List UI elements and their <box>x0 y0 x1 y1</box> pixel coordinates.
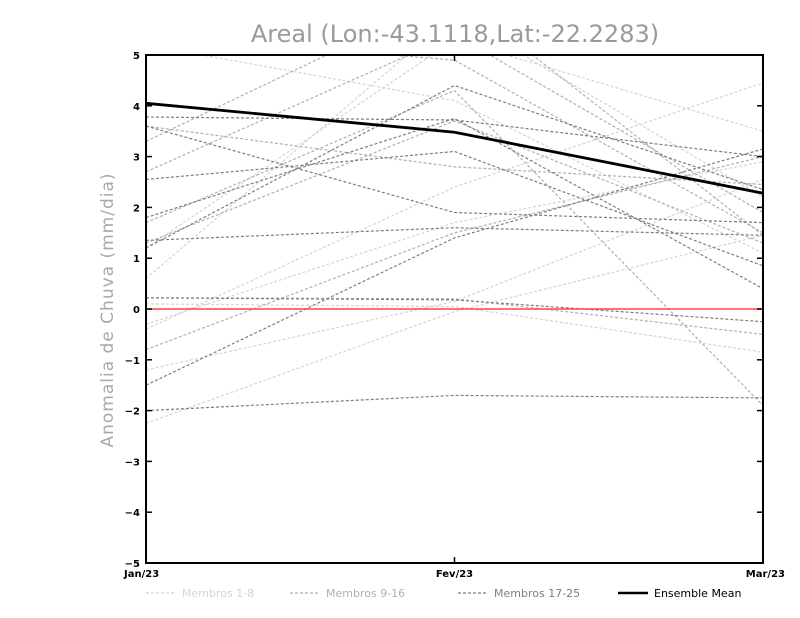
x-tick-label: Fev/23 <box>436 569 473 580</box>
legend: Membros 1-8 Membros 9-16 Membros 17-25 Ense… <box>146 587 741 600</box>
member-series-4 <box>146 82 763 330</box>
y-tick-label: −5 <box>125 559 140 570</box>
y-axis-ticks: 5 4 3 2 1 0 −1 −2 −3 −4 −5 <box>125 51 763 570</box>
member-series-9 <box>146 55 763 214</box>
member-series-15 <box>385 55 763 234</box>
ensemble-mean-layer <box>146 101 763 195</box>
member-series-18 <box>146 227 763 241</box>
x-tick-label: Jan/23 <box>123 569 159 580</box>
member-series-13 <box>146 156 763 351</box>
y-tick-label: 2 <box>133 203 140 214</box>
member-series-7 <box>146 55 763 279</box>
member-series-22 <box>146 117 763 290</box>
legend-label: Membros 17-25 <box>494 587 580 600</box>
member-series-2 <box>146 178 763 371</box>
member-series-16 <box>146 89 763 406</box>
y-tick-label: 5 <box>133 51 140 62</box>
member-series-24 <box>146 297 763 323</box>
member-series-layer <box>146 55 763 424</box>
member-series-23 <box>146 125 763 224</box>
ensemble-mean-line <box>146 101 763 195</box>
y-tick-label: −1 <box>125 356 140 367</box>
member-series-25 <box>146 84 763 249</box>
y-tick-label: −3 <box>125 457 140 468</box>
y-tick-label: 3 <box>133 153 140 164</box>
member-series-19 <box>146 150 763 267</box>
member-series-8 <box>198 55 763 254</box>
member-series-11 <box>146 297 763 335</box>
member-series-12 <box>146 120 763 244</box>
y-tick-label: −2 <box>125 407 140 418</box>
chart-title: Areal (Lon:-43.1118,Lat:-22.2283) <box>251 20 659 48</box>
member-series-21 <box>146 148 763 386</box>
member-series-5 <box>146 55 763 249</box>
y-tick-label: −4 <box>125 508 140 519</box>
x-tick-label: Mar/23 <box>746 569 785 580</box>
member-series-17 <box>146 394 763 412</box>
legend-label: Ensemble Mean <box>654 587 741 600</box>
legend-label: Membros 9-16 <box>326 587 405 600</box>
y-tick-label: 4 <box>133 102 140 113</box>
y-tick-label: 0 <box>133 305 140 316</box>
y-tick-label: 1 <box>133 254 140 265</box>
legend-label: Membros 1-8 <box>182 587 254 600</box>
x-axis-ticks: Jan/23 Fev/23 Mar/23 <box>123 55 785 580</box>
member-series-20 <box>146 116 763 158</box>
member-series-1 <box>146 234 763 424</box>
member-series-3 <box>146 303 763 353</box>
y-axis-label: Anomalia de Chuva (mm/dia) <box>98 172 118 447</box>
